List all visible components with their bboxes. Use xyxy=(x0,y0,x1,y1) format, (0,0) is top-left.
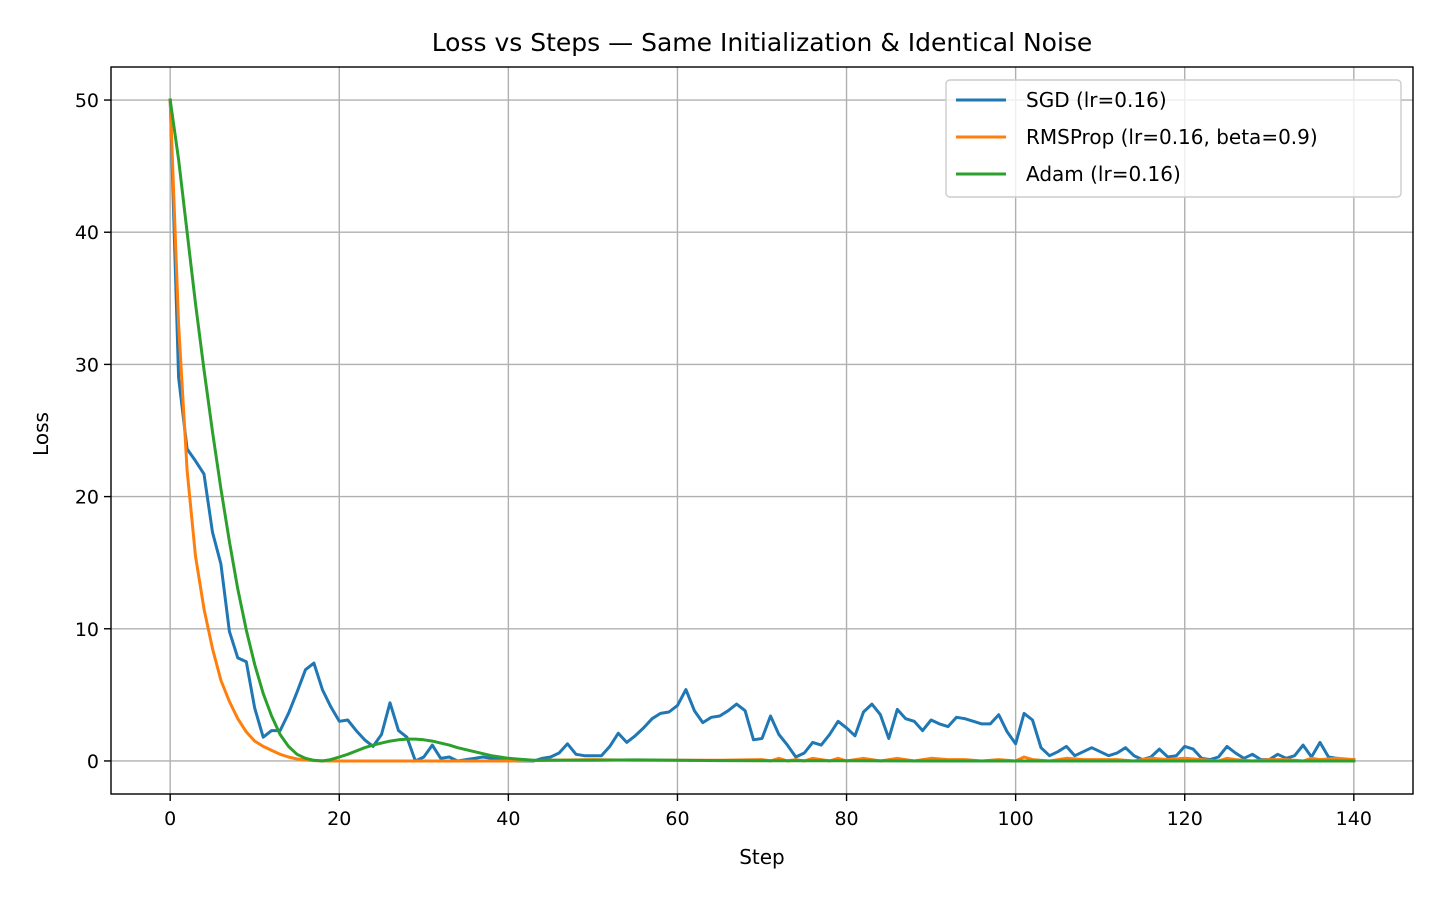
series-line-2 xyxy=(168,98,1356,763)
x-tick-label: 40 xyxy=(496,808,520,830)
x-tick-label: 0 xyxy=(164,808,176,830)
y-axis-label: Loss xyxy=(29,412,53,456)
x-tick-label: 80 xyxy=(834,808,858,830)
y-tick-label: 0 xyxy=(87,751,99,773)
axis-ticks: 0 20 40 60 80 100 120 140 0 10 20 30 40 50 xyxy=(75,90,1372,830)
x-tick-label: 20 xyxy=(327,808,351,830)
y-tick-label: 30 xyxy=(75,354,99,376)
y-tick-label: 50 xyxy=(75,90,99,112)
x-axis-label: Step xyxy=(739,845,785,869)
y-tick-label: 20 xyxy=(75,487,99,509)
x-tick-label: 140 xyxy=(1336,808,1372,830)
legend: SGD (lr=0.16) RMSProp (lr=0.16, beta=0.9)… xyxy=(945,79,1402,198)
series-line-1 xyxy=(168,98,1356,763)
legend-box xyxy=(945,79,1402,198)
series-lines xyxy=(168,98,1356,763)
y-tick-label: 40 xyxy=(75,222,99,244)
legend-label-0: SGD (lr=0.16) xyxy=(1026,88,1167,112)
series-line-0 xyxy=(168,98,1356,763)
plot-frame xyxy=(110,66,1414,795)
y-tick-label: 10 xyxy=(75,619,99,641)
x-tick-label: 120 xyxy=(1167,808,1203,830)
legend-label-2: Adam (lr=0.16) xyxy=(1026,162,1181,186)
x-tick-label: 60 xyxy=(665,808,689,830)
x-tick-label: 100 xyxy=(998,808,1034,830)
legend-label-1: RMSProp (lr=0.16, beta=0.9) xyxy=(1026,125,1318,149)
chart-title: Loss vs Steps — Same Initialization & Id… xyxy=(432,28,1093,57)
